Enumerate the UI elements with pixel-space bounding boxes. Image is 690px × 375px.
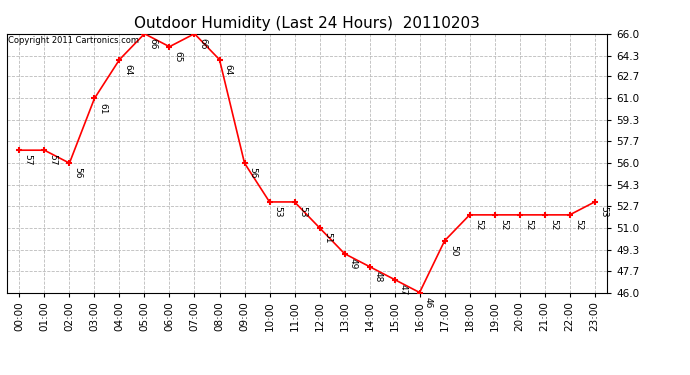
- Text: 47: 47: [399, 284, 408, 295]
- Text: 64: 64: [224, 64, 233, 75]
- Text: 66: 66: [199, 38, 208, 50]
- Text: 53: 53: [299, 206, 308, 218]
- Text: 57: 57: [48, 154, 57, 166]
- Text: 48: 48: [374, 271, 383, 282]
- Text: 56: 56: [74, 167, 83, 179]
- Text: 65: 65: [174, 51, 183, 62]
- Text: 51: 51: [324, 232, 333, 243]
- Text: 49: 49: [348, 258, 357, 269]
- Text: 66: 66: [148, 38, 157, 50]
- Text: 52: 52: [574, 219, 583, 230]
- Text: 52: 52: [524, 219, 533, 230]
- Text: 50: 50: [448, 245, 457, 256]
- Text: 56: 56: [248, 167, 257, 179]
- Text: 46: 46: [424, 297, 433, 308]
- Text: 64: 64: [124, 64, 132, 75]
- Text: 57: 57: [23, 154, 32, 166]
- Text: 52: 52: [474, 219, 483, 230]
- Text: 53: 53: [599, 206, 608, 218]
- Title: Outdoor Humidity (Last 24 Hours)  20110203: Outdoor Humidity (Last 24 Hours) 2011020…: [134, 16, 480, 31]
- Text: 52: 52: [499, 219, 508, 230]
- Text: 61: 61: [99, 103, 108, 114]
- Text: Copyright 2011 Cartronics.com: Copyright 2011 Cartronics.com: [8, 36, 139, 45]
- Text: 53: 53: [274, 206, 283, 218]
- Text: 52: 52: [549, 219, 558, 230]
